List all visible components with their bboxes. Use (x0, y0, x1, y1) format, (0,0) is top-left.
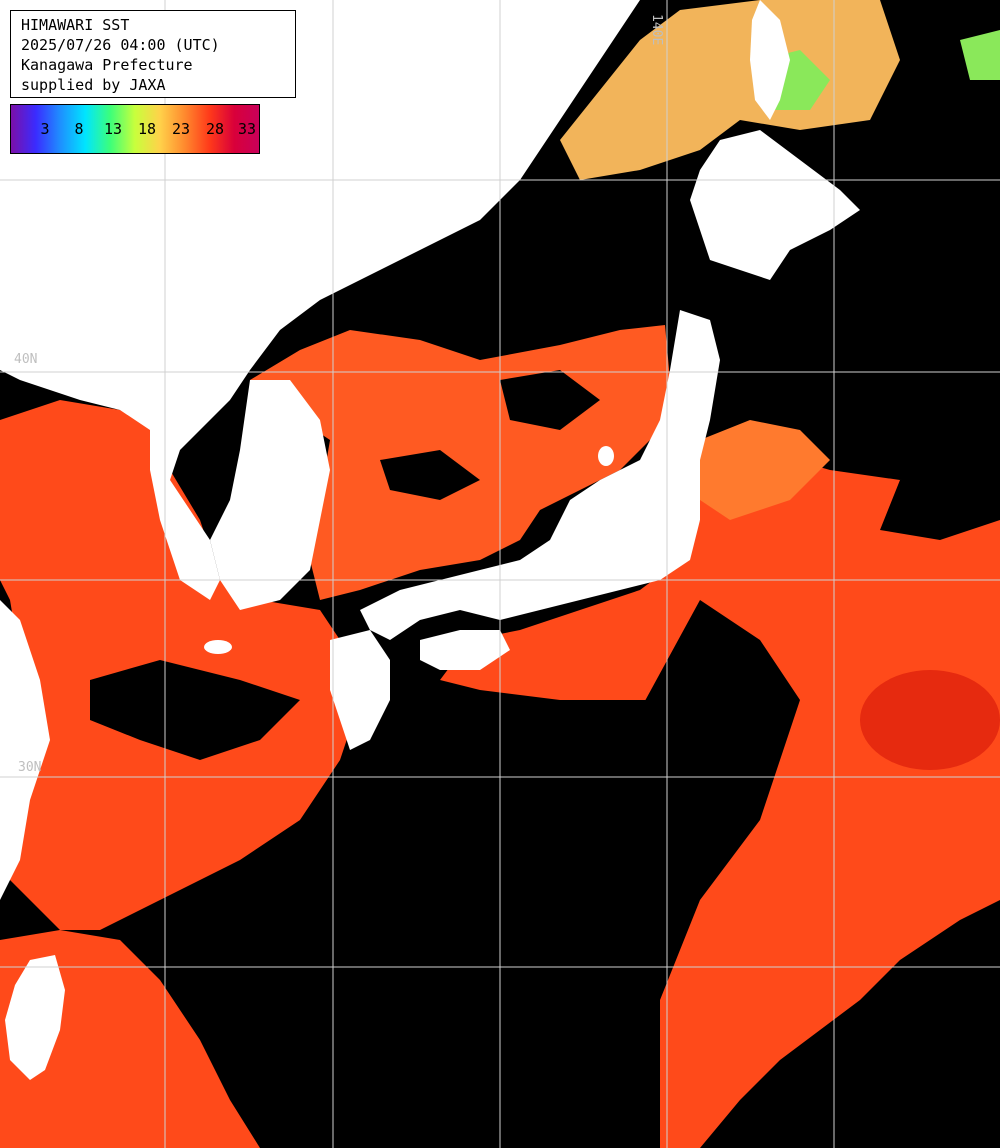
land-china-coast (0, 600, 50, 900)
sea-hot-core (860, 670, 1000, 770)
temperature-legend: 3 8 13 18 23 28 33 (10, 104, 260, 154)
lon-label-140e: 140E (649, 14, 664, 46)
legend-tick-28: 28 (205, 120, 225, 138)
legend-tick-3: 3 (40, 120, 50, 138)
tsugaru-mild (700, 420, 830, 520)
legend-tick-33: 33 (237, 120, 257, 138)
observation-timestamp: 2025/07/26 04:00 (UTC) (21, 36, 220, 54)
title-box: HIMAWARI SST 2025/07/26 04:00 (UTC) Kana… (10, 10, 296, 98)
land-hokkaido (690, 130, 860, 280)
lat-label-30n: 30N (18, 760, 42, 775)
legend-tick-18: 18 (137, 120, 157, 138)
legend-tick-23: 23 (171, 120, 191, 138)
land-honshu (360, 310, 720, 640)
land-korea (210, 380, 330, 610)
land-sakhalin (750, 0, 790, 120)
land-sado (598, 446, 614, 466)
far-east-green (960, 30, 1000, 80)
legend-tick-13: 13 (103, 120, 123, 138)
legend-tick-8: 8 (74, 120, 84, 138)
land-jeju (204, 640, 232, 654)
product-title: HIMAWARI SST (21, 16, 130, 34)
cloud-patches (90, 370, 1000, 1148)
legend-color-bar (11, 105, 259, 153)
land-shikoku (420, 630, 510, 670)
land-taiwan (5, 955, 65, 1080)
data-supplier: supplied by JAXA (21, 76, 166, 94)
lat-label-40n: 40N (14, 352, 38, 367)
prefecture-label: Kanagawa Prefecture (21, 56, 193, 74)
philippine-sea-patch (0, 930, 260, 1148)
pacific-east (440, 450, 1000, 1148)
land-kyushu (330, 630, 390, 750)
okhotsk-cool (560, 0, 900, 180)
